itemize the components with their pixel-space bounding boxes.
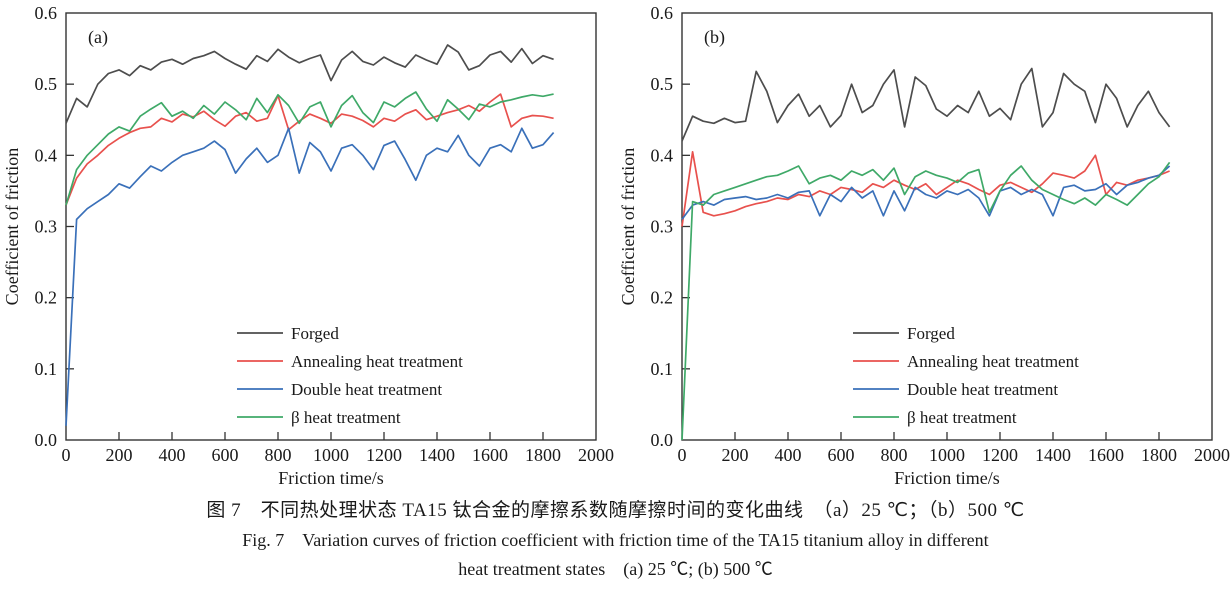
series-line-1: [681, 150, 1170, 227]
x-axis-tick-label: 1200: [982, 445, 1018, 465]
x-axis-tick-label: 1400: [1035, 445, 1071, 465]
x-axis-tick-label: 2000: [1194, 445, 1230, 465]
series-line-3: [65, 91, 554, 206]
x-axis-tick-label: 0: [678, 445, 687, 465]
x-axis-tick-label: 800: [265, 445, 292, 465]
x-axis-tick-label: 600: [212, 445, 239, 465]
plot-border: [681, 12, 1213, 441]
charts-row: 0.0 0.1 0.2 0.3 0.4 0.5 0.6 0 200 400 600 800 1000 12…: [0, 0, 1231, 500]
y-axis-tick-label: 0.2: [35, 288, 58, 308]
x-axis-tick-label: 1000: [929, 445, 965, 465]
x-axis-tick-label: 1600: [472, 445, 508, 465]
y-axis-tick-label: 0.1: [651, 359, 674, 379]
x-axis-tick-label: 2000: [578, 445, 614, 465]
y-axis-tick-label: 0.4: [651, 145, 674, 165]
x-axis-tick-label: 1800: [1141, 445, 1177, 465]
x-axis-tick-label: 1800: [525, 445, 561, 465]
series-line-0: [65, 44, 554, 124]
y-axis-tick-label: 0.0: [651, 430, 674, 450]
chart-panel-b: 0.0 0.1 0.2 0.3 0.4 0.5 0.6 0 200 400 600 800 1000 12…: [616, 0, 1231, 500]
legend-label-1: Annealing heat treatment: [907, 352, 1079, 371]
x-axis-tick-label: 400: [775, 445, 802, 465]
panel-label: (b): [704, 27, 725, 48]
y-axis-tick-label: 0.6: [35, 3, 58, 23]
legend-label-0: Forged: [907, 324, 955, 343]
x-axis-tick-label: 1200: [366, 445, 402, 465]
legend-label-1: Annealing heat treatment: [291, 352, 463, 371]
y-axis-title: Coefficient of friction: [2, 148, 22, 306]
x-axis-tick-label: 1600: [1088, 445, 1124, 465]
y-axis-tick-label: 0.3: [35, 217, 58, 237]
chart-b-svg: 0.0 0.1 0.2 0.3 0.4 0.5 0.6 0 200 400 600 800 1000 12…: [618, 3, 1230, 488]
y-axis-tick-label: 0.6: [651, 3, 674, 23]
x-axis-tick-label: 600: [828, 445, 855, 465]
y-axis-tick-label: 0.0: [35, 430, 58, 450]
x-axis-tick-label: 200: [722, 445, 749, 465]
x-axis-title: Friction time/s: [894, 468, 1000, 488]
series-line-2: [65, 127, 555, 426]
x-axis-tick-label: 1000: [313, 445, 349, 465]
y-axis-tick-label: 0.5: [35, 74, 58, 94]
y-axis-tick-label: 0.2: [651, 288, 674, 308]
chart-a-svg: 0.0 0.1 0.2 0.3 0.4 0.5 0.6 0 200 400 600 800 1000 12…: [2, 3, 614, 488]
x-axis-tick-label: 200: [106, 445, 133, 465]
series-line-3: [681, 161, 1171, 441]
chart-panel-a: 0.0 0.1 0.2 0.3 0.4 0.5 0.6 0 200 400 600 800 1000 12…: [0, 0, 616, 500]
legend-label-2: Double heat treatment: [907, 380, 1058, 399]
series-line-0: [681, 67, 1171, 142]
y-axis-tick-label: 0.5: [651, 74, 674, 94]
panel-label: (a): [88, 27, 108, 48]
x-axis-tick-label: 1400: [419, 445, 455, 465]
y-axis-tick-label: 0.3: [651, 217, 674, 237]
x-axis-title: Friction time/s: [278, 468, 384, 488]
caption-chinese: 图 7 不同热处理状态 TA15 钛合金的摩擦系数随摩擦时间的变化曲线 （a）2…: [206, 500, 1025, 521]
y-axis-tick-label: 0.4: [35, 145, 58, 165]
legend-label-2: Double heat treatment: [291, 380, 442, 399]
figure-caption: 图 7 不同热处理状态 TA15 钛合金的摩擦系数随摩擦时间的变化曲线 （a）2…: [0, 496, 1231, 584]
series-line-1: [65, 93, 554, 206]
y-axis-title: Coefficient of friction: [618, 148, 638, 306]
legend-label-3: β heat treatment: [907, 408, 1017, 427]
x-axis-tick-label: 0: [62, 445, 71, 465]
caption-english-line1: Fig. 7 Variation curves of friction coef…: [242, 530, 989, 550]
plot-border: [65, 12, 597, 441]
series-line-2: [681, 165, 1171, 220]
legend-label-0: Forged: [291, 324, 339, 343]
y-axis-tick-label: 0.1: [35, 359, 58, 379]
x-axis-tick-label: 800: [881, 445, 908, 465]
caption-english-line2: heat treatment states (a) 25 ℃; (b) 500 …: [458, 559, 773, 579]
x-axis-tick-label: 400: [159, 445, 186, 465]
legend-label-3: β heat treatment: [291, 408, 401, 427]
